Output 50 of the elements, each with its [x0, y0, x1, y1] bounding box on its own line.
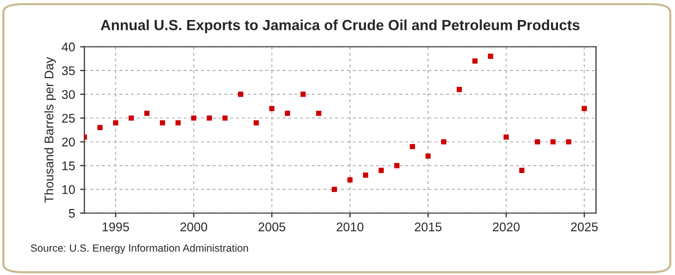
point — [410, 144, 416, 150]
point — [316, 110, 322, 116]
point — [378, 168, 384, 173]
point — [550, 139, 556, 144]
y-tick-label: 40 — [62, 42, 75, 52]
x-tick-label: 2000 — [180, 222, 208, 232]
point — [566, 139, 572, 144]
point — [472, 58, 478, 64]
point — [362, 172, 368, 178]
point — [269, 106, 274, 112]
y-tick-label: 5 — [68, 209, 75, 218]
y-axis-title: Thousand Barrels per Day — [44, 57, 56, 203]
y-tick-label: 20 — [62, 138, 75, 146]
source-note: Source: U.S. Energy Information Administration — [30, 244, 248, 254]
point — [113, 120, 118, 126]
y-tick-label: 30 — [62, 90, 75, 99]
point — [441, 139, 446, 144]
point — [254, 120, 259, 126]
x-tick-label: 2005 — [258, 222, 286, 232]
y-tick-label: 25 — [62, 114, 75, 123]
x-tick-label: 1995 — [102, 222, 129, 232]
point — [504, 134, 509, 140]
point — [488, 54, 494, 59]
point — [160, 120, 166, 126]
point — [534, 139, 540, 144]
point — [144, 110, 150, 116]
x-tick-label: 2025 — [571, 222, 598, 232]
point — [347, 177, 353, 182]
point — [300, 92, 306, 97]
point — [456, 86, 462, 92]
point — [97, 124, 103, 130]
point — [332, 186, 337, 192]
x-tick-label: 2015 — [414, 222, 442, 232]
point — [128, 115, 134, 121]
point — [222, 115, 228, 121]
x-tick-label: 2020 — [492, 222, 520, 232]
point — [284, 110, 290, 116]
point — [582, 106, 587, 112]
x-tick-label: 2010 — [336, 222, 364, 232]
y-tick-label: 35 — [62, 66, 75, 76]
point — [394, 162, 400, 168]
y-tick-label: 10 — [62, 185, 75, 194]
point — [191, 115, 196, 121]
point — [238, 92, 244, 97]
point — [176, 120, 181, 126]
point — [425, 153, 431, 159]
point — [519, 168, 524, 173]
point — [206, 115, 212, 121]
chart-title: Annual U.S. Exports to Jamaica of Crude Oil and Petroleum Products — [100, 20, 580, 34]
y-tick-label: 15 — [62, 162, 75, 170]
